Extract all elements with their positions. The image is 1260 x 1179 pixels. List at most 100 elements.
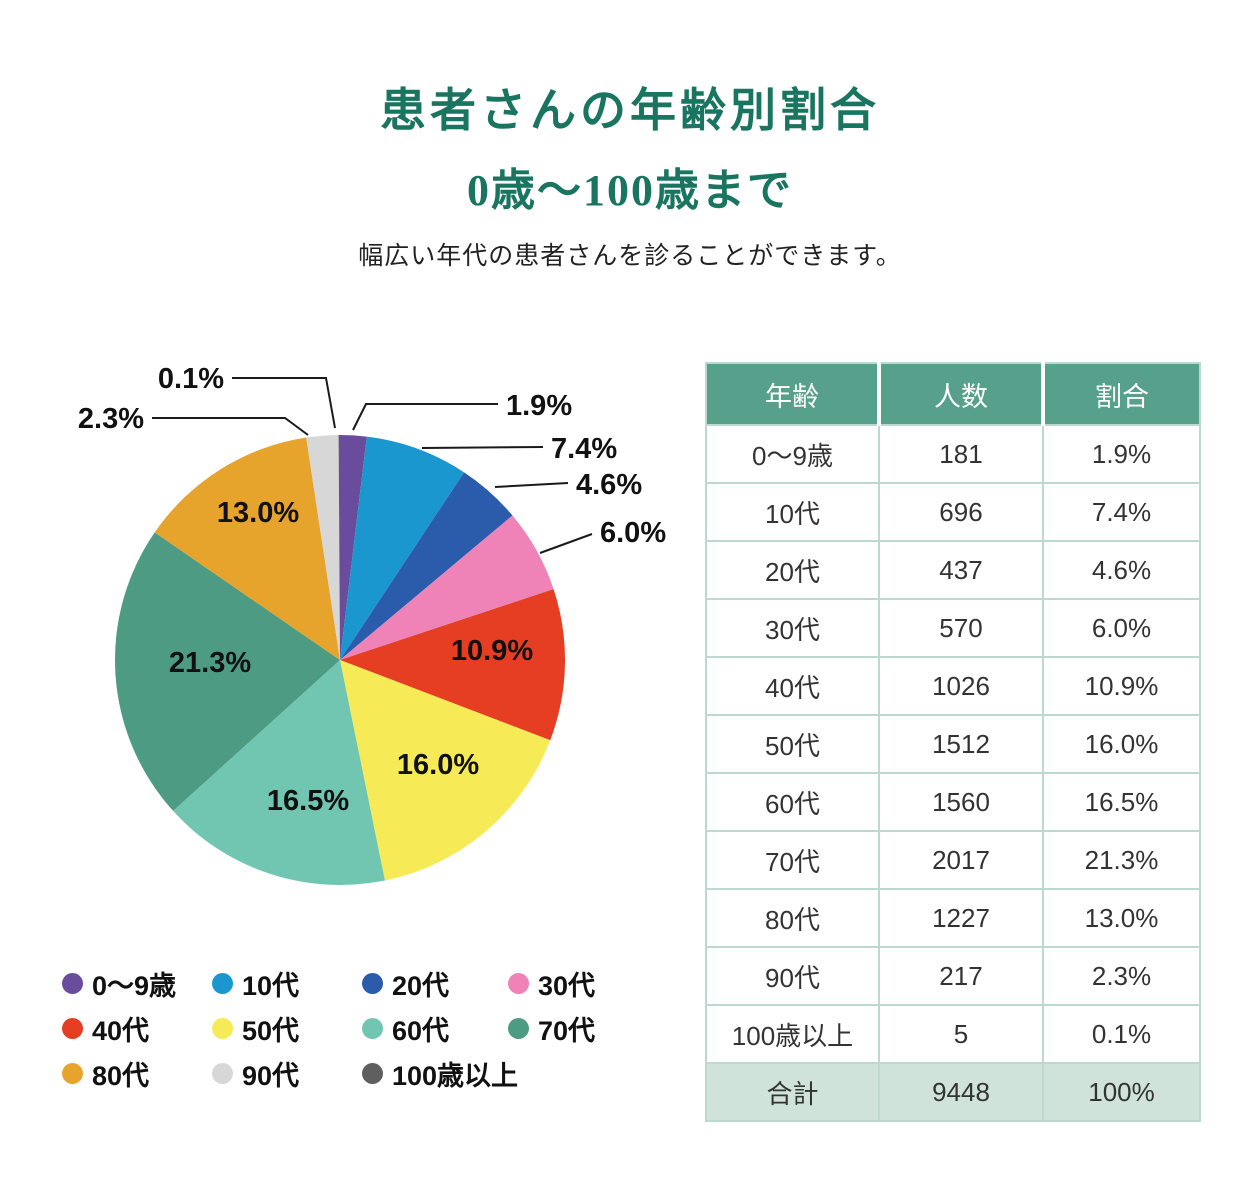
legend-label: 80代 [92,1061,150,1091]
pie-slice [340,515,554,660]
table-header-row: 年齢 人数 割合 [706,363,1200,425]
table-row: 60代 1560 16.5% [705,772,1201,832]
table-cell: 合計 [705,1062,880,1122]
legend-item: 20代 [362,966,508,1001]
legend-label: 70代 [538,1016,596,1046]
pie-slice-label: 21.3% [169,647,251,679]
page-description: 幅広い年代の患者さんを診ることができます。 [358,242,902,270]
legend-item: 80代 [62,1056,212,1091]
age-table: 年齢 人数 割合 0～9歳 181 1.9% 10代 696 7.4% 20代 437 4.6% 30… [705,362,1201,1122]
table-cell: 100歳以上 [705,1004,880,1064]
table-header-cell: 人数 [877,363,1043,425]
legend-label: 0～9歳 [92,971,177,1001]
table-cell: 0～9歳 [705,424,880,484]
legend-item: 90代 [212,1056,362,1091]
pie-slice [340,472,513,660]
legend-item: 70代 [508,1011,678,1046]
table-total-row: 合計 9448 100% [705,1062,1201,1122]
legend-color-dot [212,1063,233,1084]
table-cell: 70代 [705,830,880,890]
page-title: 患者さんの年齢別割合 [380,85,880,136]
table-row: 0～9歳 181 1.9% [705,424,1201,484]
pie-slice [340,660,551,881]
legend-label: 90代 [242,1061,300,1091]
pie-slice [306,435,340,660]
table-row: 10代 696 7.4% [705,482,1201,542]
callout-line [539,533,593,554]
table-cell: 10代 [705,482,880,542]
legend-color-dot [62,1063,83,1084]
table-cell: 16.0% [1042,714,1201,774]
pie-slice-label: 4.6% [576,469,642,501]
pie-slice-label: 16.5% [267,785,349,817]
legend-label: 30代 [538,971,596,1001]
table-cell: 7.4% [1042,482,1201,542]
legend-color-dot [62,1018,83,1039]
table-cell: 5 [878,1004,1044,1064]
age-table-wrap: 年齢 人数 割合 0～9歳 181 1.9% 10代 696 7.4% 20代 437 4.6% 30… [705,362,1201,1122]
pie-slice-label: 10.9% [451,635,533,667]
table-cell: 10.9% [1042,656,1201,716]
legend-color-dot [362,1063,383,1084]
pie-slice-label: 0.1% [158,363,224,395]
legend-color-dot [62,973,83,994]
pie-slice [340,436,465,660]
table-row: 70代 2017 21.3% [705,830,1201,890]
table-cell: 20代 [705,540,880,600]
table-row: 20代 437 4.6% [705,540,1201,600]
legend-color-dot [362,1018,383,1039]
callout-line [352,403,498,431]
table-header-cell: 割合 [1041,363,1200,425]
table-cell: 1.9% [1042,424,1201,484]
legend-label: 50代 [242,1016,300,1046]
table-cell: 696 [878,482,1044,542]
table-cell: 1026 [878,656,1044,716]
table-cell: 16.5% [1042,772,1201,832]
table-cell: 1560 [878,772,1044,832]
pie-slice-label: 1.9% [506,390,572,422]
legend-item: 0～9歳 [62,966,212,1001]
table-cell: 40代 [705,656,880,716]
table-cell: 4.6% [1042,540,1201,600]
table-cell: 2017 [878,830,1044,890]
pie-slice-label: 16.0% [397,749,479,781]
table-cell: 570 [878,598,1044,658]
page-subtitle: 0歳～100歳まで [467,166,793,215]
pie-slice-label: 2.3% [78,403,144,435]
table-cell: 90代 [705,946,880,1006]
table-cell: 13.0% [1042,888,1201,948]
chart-legend: 0～9歳 10代 20代 30代 40代 50代 60代 70代 80代 90代 100歳以上 [62,966,678,1091]
pie-slice [115,532,340,811]
callout-line [421,446,544,449]
table-row: 40代 1026 10.9% [705,656,1201,716]
table-cell: 0.1% [1042,1004,1201,1064]
pie-slice-label: 13.0% [217,497,299,529]
table-cell: 217 [878,946,1044,1006]
legend-label: 60代 [392,1016,450,1046]
legend-item: 40代 [62,1011,212,1046]
pie-slice [340,589,565,741]
pie-slice [340,435,367,660]
legend-label: 10代 [242,971,300,1001]
callout-line [232,377,336,429]
table-cell: 6.0% [1042,598,1201,658]
pie-chart: 1.9% 7.4% 4.6% 6.0% 10.9% 16.0% 16.5% 21.3% 13.0… [78,363,666,886]
table-row: 80代 1227 13.0% [705,888,1201,948]
table-cell: 9448 [878,1062,1044,1122]
table-row: 90代 217 2.3% [705,946,1201,1006]
legend-color-dot [212,973,233,994]
table-cell: 21.3% [1042,830,1201,890]
legend-label: 40代 [92,1016,150,1046]
callout-line [152,417,309,436]
legend-label: 20代 [392,971,450,1001]
legend-item: 60代 [362,1011,508,1046]
table-cell: 60代 [705,772,880,832]
legend-color-dot [362,973,383,994]
pie-slice [154,437,340,660]
pie-slice-label: 6.0% [600,517,666,549]
legend-label: 100歳以上 [392,1061,519,1091]
table-cell: 2.3% [1042,946,1201,1006]
table-cell: 100% [1042,1062,1201,1122]
table-row: 50代 1512 16.0% [705,714,1201,774]
